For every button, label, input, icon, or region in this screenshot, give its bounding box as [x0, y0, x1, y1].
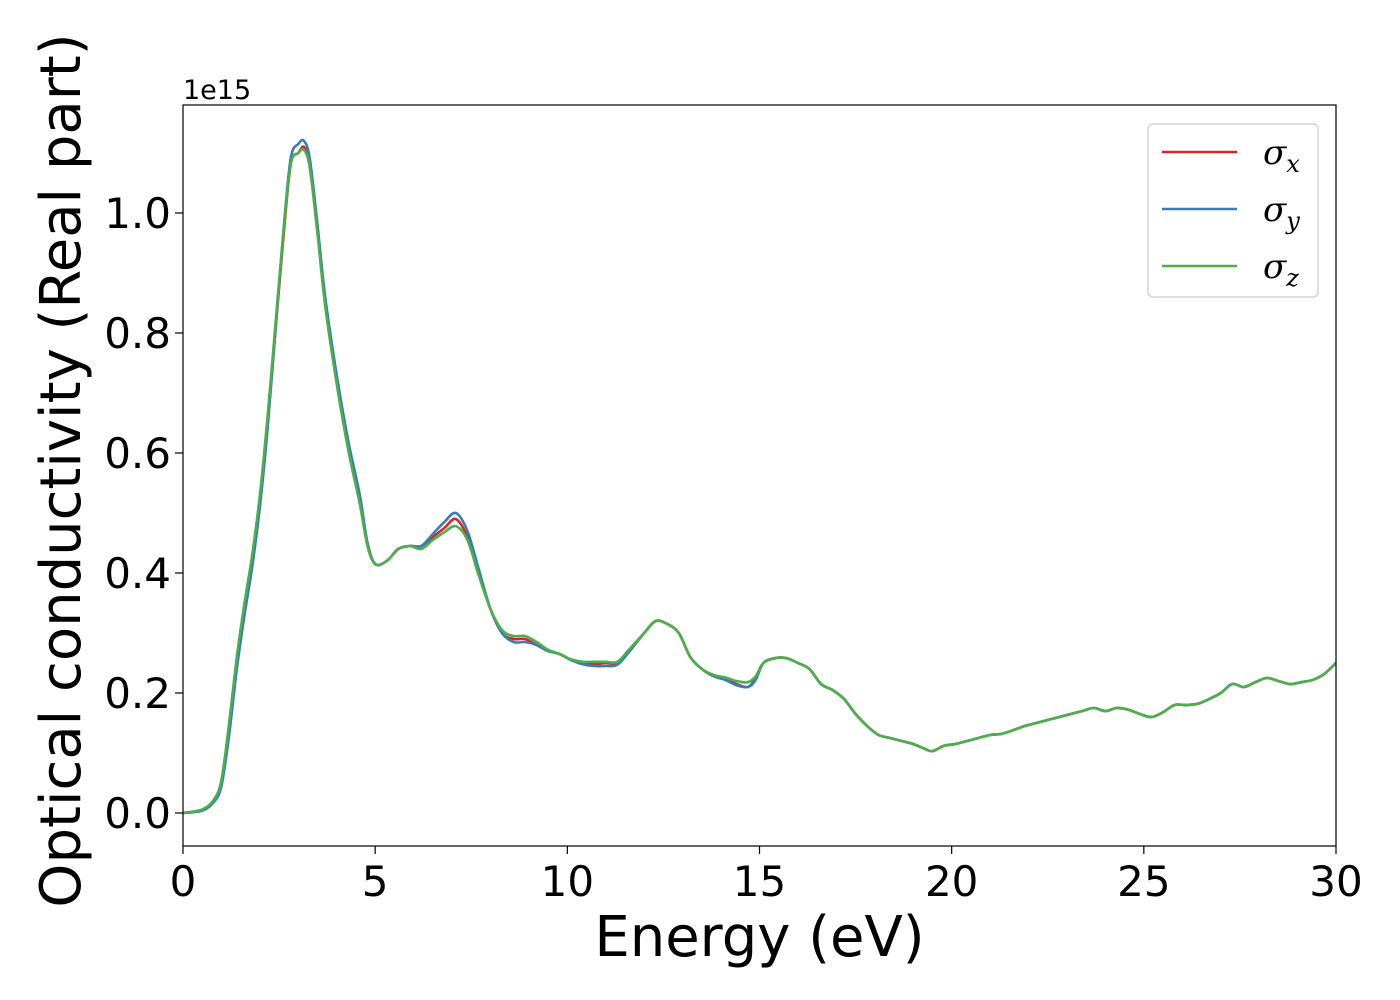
- y-tick-label: 0.6: [104, 429, 171, 478]
- x-axis-ticks: 0 5 10 15 20 25 30: [170, 846, 1363, 906]
- y-tick-label: 0.0: [104, 789, 171, 838]
- y-axis-offset-text: 1e15: [183, 75, 251, 106]
- x-tick-label: 0: [170, 857, 197, 906]
- series-layer: [183, 138, 1336, 815]
- y-axis-label: Optical conductivity (Real part): [29, 33, 94, 907]
- x-tick-label: 10: [541, 857, 594, 906]
- y-tick-label: 0.8: [104, 309, 171, 358]
- legend-label-sigma-x: σx: [1263, 133, 1300, 178]
- legend-label-sigma-z: σz: [1263, 247, 1299, 292]
- legend-box: [1147, 123, 1319, 298]
- y-tick-label: 0.2: [104, 669, 171, 718]
- series-line-sigma-z: [183, 147, 1336, 815]
- x-tick-label: 15: [733, 857, 786, 906]
- x-axis-label: Energy (eV): [594, 905, 924, 970]
- x-tick-label: 5: [362, 857, 389, 906]
- x-tick-label: 25: [1117, 857, 1170, 906]
- y-tick-label: 0.4: [104, 549, 171, 598]
- y-axis-ticks: 0.0 0.2 0.4 0.6 0.8 1.0: [104, 189, 183, 838]
- x-tick-label: 20: [925, 857, 978, 906]
- legend: σx σy σz: [1147, 123, 1319, 298]
- x-tick-label: 30: [1309, 857, 1362, 906]
- y-tick-label: 1.0: [104, 189, 171, 238]
- legend-label-sigma-y: σy: [1263, 190, 1300, 235]
